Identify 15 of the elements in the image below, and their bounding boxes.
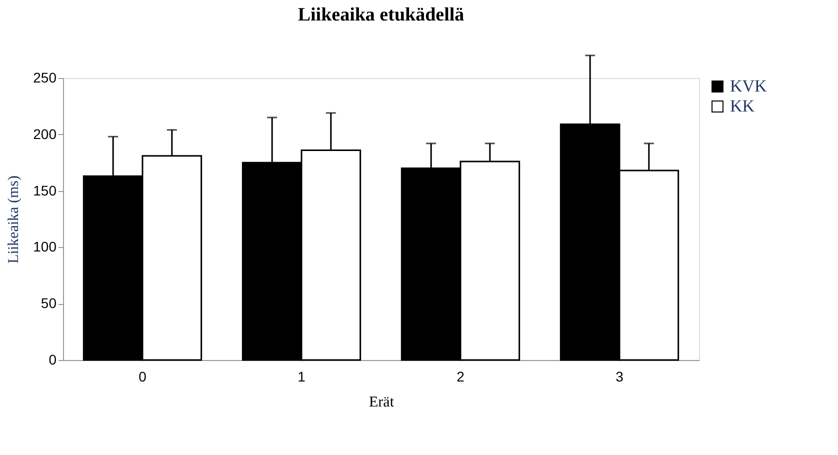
y-tick-label: 0 [48,352,57,368]
y-axis-title: Liikeaika (ms) [6,176,22,264]
y-tick-label: 50 [40,295,57,312]
x-axis-title: Erät [369,394,395,410]
y-tick-label: 100 [33,238,57,255]
x-tick-label: 0 [138,368,147,384]
y-tick-label: 250 [33,70,57,86]
chart-title: Liikeaika etukädellä [298,4,465,26]
x-tick-label: 3 [616,368,624,384]
x-tick-label: 1 [298,368,306,384]
legend-label: KK [730,96,756,116]
x-tick-label: 2 [456,368,465,384]
y-tick-label: 150 [33,182,57,198]
y-tick-label: 200 [33,126,57,142]
legend-label: KVK [730,76,768,96]
